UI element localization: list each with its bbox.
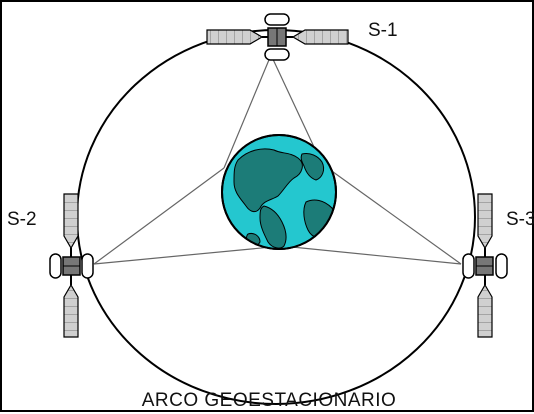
signal-line-s3-bottom <box>281 245 462 265</box>
label-s3: S-3 <box>506 209 534 230</box>
satellite-s1 <box>206 13 349 61</box>
satellite-s3 <box>462 193 508 338</box>
signal-line-s2-top <box>93 167 225 265</box>
label-s1: S-1 <box>368 20 398 41</box>
signal-line-s3-top <box>321 163 462 265</box>
earth-globe <box>221 134 337 250</box>
signal-line-s2-bottom <box>93 245 283 265</box>
diagram-caption: ARCO GEOESTACIONARIO <box>142 390 397 411</box>
satellite-s2 <box>49 193 94 338</box>
label-s2: S-2 <box>7 209 37 230</box>
signal-line-s1-left <box>223 54 272 169</box>
